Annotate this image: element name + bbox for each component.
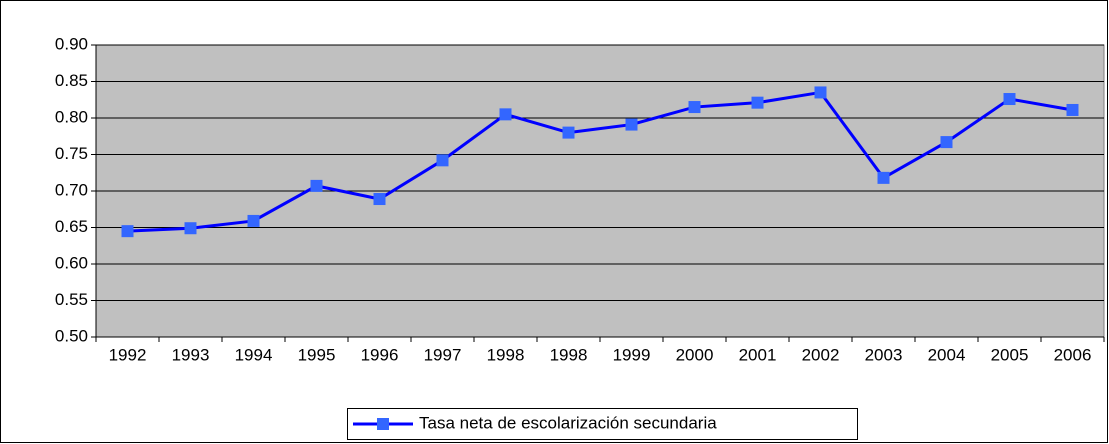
marker	[940, 136, 953, 149]
legend	[347, 408, 858, 440]
marker	[1066, 103, 1079, 116]
line	[127, 90, 1073, 233]
x-tick-label: 2005	[991, 345, 1029, 364]
x-tick-label: 1997	[424, 345, 462, 364]
legend-label: Tasa neta de escolarización secundaria	[419, 413, 717, 432]
marker	[436, 154, 449, 167]
marker	[499, 108, 512, 121]
x-tick-label: 1992	[109, 345, 147, 364]
x-tick-label: 1994	[235, 345, 273, 364]
marker	[184, 222, 197, 235]
x-tick-label: 1993	[172, 345, 210, 364]
marker	[625, 118, 638, 131]
marker	[121, 225, 134, 238]
x-tick-label: 2003	[865, 345, 903, 364]
marker	[247, 214, 260, 227]
legend-marker	[377, 418, 389, 430]
x-tick-label: 1998	[550, 345, 588, 364]
x-tick-label: 2002	[802, 345, 840, 364]
x-tick-label: 2004	[928, 345, 966, 364]
x-tick-label: 2006	[1054, 345, 1092, 364]
x-tick-label: 1999	[613, 345, 651, 364]
x-tick-label: 2000	[676, 345, 714, 364]
x-tick-label: 1996	[361, 345, 399, 364]
y-tick-label: 0.75	[55, 144, 88, 163]
y-tick-label: 0.65	[55, 217, 88, 236]
y-tick-label: 0.70	[55, 180, 88, 199]
marker	[310, 179, 323, 192]
y-tick-label: 0.55	[55, 290, 88, 309]
marker	[562, 126, 575, 139]
marker	[877, 171, 890, 184]
marker	[1003, 93, 1016, 106]
x-tick-label: 1995	[298, 345, 336, 364]
y-tick-label: 0.50	[55, 326, 88, 345]
marker	[814, 86, 827, 99]
marker	[751, 96, 764, 109]
y-tick-label: 0.80	[55, 107, 88, 126]
y-tick-label: 0.60	[55, 253, 88, 272]
y-tick-label: 0.90	[55, 34, 88, 53]
marker	[373, 193, 386, 206]
x-tick-label: 2001	[739, 345, 777, 364]
y-tick-label: 0.85	[55, 71, 88, 90]
x-tick-label: 1998	[487, 345, 525, 364]
marker	[688, 101, 701, 114]
